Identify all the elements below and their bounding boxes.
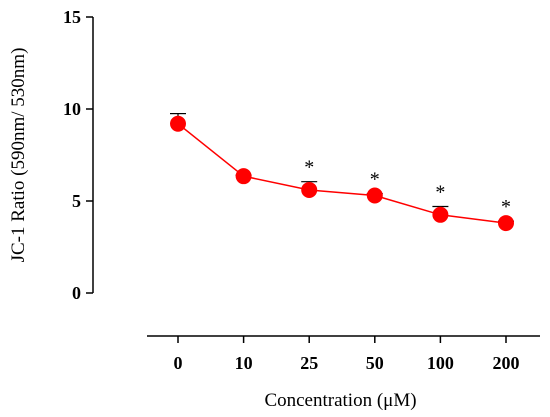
data-point	[170, 115, 186, 132]
y-axis: 0 5 10 15	[63, 7, 94, 303]
significance-marker: *	[304, 157, 314, 179]
data-point	[235, 168, 252, 185]
data-series: * * * *	[170, 112, 514, 232]
significance-marker: *	[435, 182, 445, 204]
y-axis-title: JC-1 Ratio (590nm/ 530nm)	[8, 48, 29, 263]
y-tick-label: 15	[63, 7, 81, 27]
x-tick-label: 200	[493, 353, 520, 373]
x-tick-label: 100	[427, 353, 454, 373]
significance-marker: *	[370, 169, 380, 191]
data-point	[366, 187, 383, 204]
data-point	[432, 206, 449, 223]
x-axis-title: Concentration (μM)	[264, 390, 416, 411]
x-tick-label: 25	[300, 353, 318, 373]
x-tick-label: 0	[174, 353, 183, 373]
significance-marker: *	[501, 196, 511, 218]
data-point	[498, 215, 514, 232]
x-tick-label: 10	[235, 353, 253, 373]
x-axis: 0 10 25 50 100 200	[147, 335, 540, 373]
x-tick-label: 50	[366, 353, 384, 373]
series-line	[177, 123, 507, 224]
y-tick-label: 5	[72, 191, 81, 211]
data-point	[301, 181, 318, 198]
y-tick-label: 10	[63, 99, 81, 119]
y-tick-label: 0	[72, 283, 81, 303]
